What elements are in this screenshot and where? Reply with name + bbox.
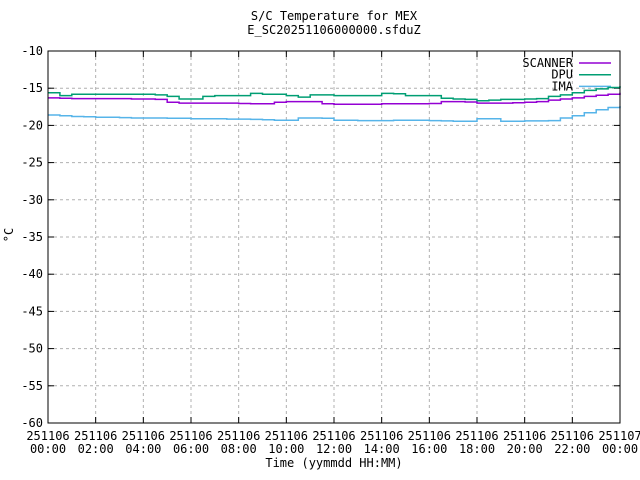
x-tick-label-date: 251106 xyxy=(503,429,546,443)
legend-label-dpu: DPU xyxy=(551,68,573,82)
x-tick-label-time: 18:00 xyxy=(459,442,495,456)
y-tick-label: -30 xyxy=(21,193,43,207)
x-tick-label-date: 251106 xyxy=(360,429,403,443)
x-tick-label-time: 08:00 xyxy=(221,442,257,456)
series-dpu xyxy=(48,86,621,102)
y-tick-label: -45 xyxy=(21,304,43,318)
y-tick-label: -20 xyxy=(21,118,43,132)
x-tick-label-time: 04:00 xyxy=(125,442,161,456)
legend-label-scanner: SCANNER xyxy=(522,56,573,70)
x-axis-label: Time (yymmdd HH:MM) xyxy=(265,456,403,470)
y-tick-label: -35 xyxy=(21,230,43,244)
x-tick-label-time: 14:00 xyxy=(364,442,400,456)
x-tick-label-date: 251106 xyxy=(74,429,117,443)
chart-subtitle: E_SC20251106000000.sfduZ xyxy=(247,23,421,37)
y-tick-label: -10 xyxy=(21,44,43,58)
x-tick-label-time: 00:00 xyxy=(602,442,638,456)
y-axis-label: °C xyxy=(2,227,16,243)
x-tick-label-date: 251106 xyxy=(169,429,212,443)
y-tick-label: -55 xyxy=(21,379,43,393)
series-scanner xyxy=(48,92,621,105)
x-tick-label-time: 10:00 xyxy=(268,442,304,456)
x-tick-label-date: 251106 xyxy=(122,429,165,443)
x-tick-label-date: 251106 xyxy=(312,429,355,443)
x-tick-label-time: 00:00 xyxy=(30,442,66,456)
x-tick-label-date: 251106 xyxy=(217,429,260,443)
y-tick-label: -40 xyxy=(21,267,43,281)
x-tick-label-time: 12:00 xyxy=(316,442,352,456)
y-tick-label: -60 xyxy=(21,416,43,430)
y-tick-label: -25 xyxy=(21,156,43,170)
x-tick-label-date: 251106 xyxy=(455,429,498,443)
chart-title: S/C Temperature for MEX xyxy=(250,9,418,23)
legend-label-ima: IMA xyxy=(551,79,573,93)
x-tick-label-time: 06:00 xyxy=(173,442,209,456)
x-tick-label-date: 251106 xyxy=(408,429,451,443)
plot-border xyxy=(47,50,621,424)
x-tick-label-time: 02:00 xyxy=(78,442,114,456)
x-tick-label-date: 251106 xyxy=(551,429,594,443)
x-tick-label-time: 20:00 xyxy=(507,442,543,456)
x-tick-label-date: 251106 xyxy=(265,429,308,443)
series-ima xyxy=(48,106,621,123)
y-tick-label: -15 xyxy=(21,81,43,95)
x-tick-label-time: 22:00 xyxy=(554,442,590,456)
x-tick-label-date: 251106 xyxy=(26,429,69,443)
y-tick-label: -50 xyxy=(21,342,43,356)
x-tick-label-time: 16:00 xyxy=(411,442,447,456)
x-tick-label-date: 251107 xyxy=(598,429,640,443)
